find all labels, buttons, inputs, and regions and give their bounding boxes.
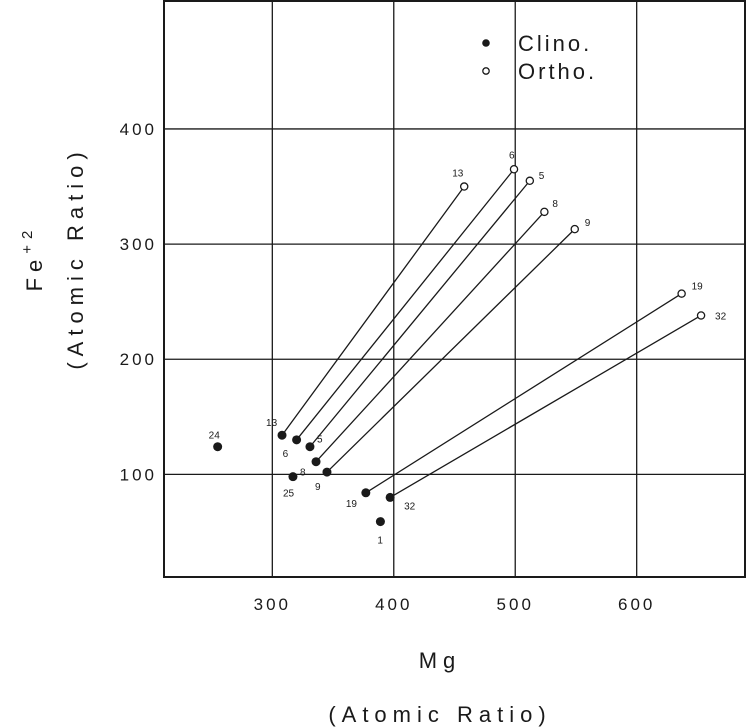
ortho-point-8 [540, 207, 549, 217]
clino-point-label: 5 [317, 435, 323, 446]
tie-line [365, 293, 682, 494]
ortho-point-19 [677, 289, 686, 298]
legend-marker-clino [482, 39, 490, 47]
y-axis-subtitle: (Atomic Ratio) [63, 146, 88, 369]
clino-point-label: 8 [300, 468, 306, 479]
legend-label: Clino. [518, 31, 592, 56]
tie-line [326, 228, 576, 473]
clino-point-13 [277, 430, 287, 440]
legend-label: Ortho. [518, 59, 597, 84]
x-axis-title: Mg [419, 648, 462, 673]
clino-point-8 [311, 457, 321, 467]
y-tick-label: 100 [120, 465, 157, 484]
clino-point-label: 13 [266, 418, 278, 429]
tie-line [296, 168, 515, 441]
data-points [213, 165, 706, 527]
ortho-point-32 [696, 311, 706, 320]
y-axis-title-sup: +2 [19, 225, 36, 254]
plot-frame [163, 0, 746, 578]
ortho-point-6 [509, 165, 519, 174]
clino-point-label: 25 [283, 489, 295, 500]
y-axis-title-group: Fe+2 [19, 225, 47, 292]
ortho-point-label: 19 [692, 282, 704, 293]
clino-point-24 [213, 442, 223, 452]
clino-point-5 [305, 442, 315, 452]
legend-marker-ortho [482, 67, 490, 75]
clino-point-6 [292, 435, 302, 445]
tie-line [281, 186, 465, 436]
y-axis-subtitle-group: (Atomic Ratio) [63, 146, 88, 369]
x-tick-label: 600 [618, 595, 655, 614]
ortho-point-label: 9 [585, 218, 591, 229]
y-axis-title: Fe+2 [19, 225, 47, 292]
y-axis-title-main: Fe [22, 254, 47, 292]
x-axis-subtitle: (Atomic Ratio) [328, 702, 551, 727]
clino-point-25 [288, 472, 298, 482]
y-tick-label: 300 [120, 235, 157, 254]
clino-point-label: 24 [209, 431, 221, 442]
ortho-point-label: 8 [552, 199, 558, 210]
clino-point-label: 19 [346, 499, 358, 510]
x-tick-label: 300 [254, 595, 291, 614]
clino-point-label: 9 [315, 482, 321, 493]
ortho-point-label: 5 [539, 171, 545, 182]
legend: Clino. Ortho. [482, 31, 597, 84]
clino-point-32 [385, 492, 395, 502]
clino-point-1 [375, 517, 385, 527]
grid [163, 0, 746, 578]
ortho-point-13 [459, 182, 469, 191]
clino-point-19 [361, 488, 371, 498]
ortho-point-5 [525, 176, 535, 186]
x-tick-label: 400 [375, 595, 412, 614]
tie-line [389, 314, 702, 498]
tick-labels: 300 400 500 600 100 200 300 400 [120, 120, 655, 614]
ortho-point-label: 6 [509, 150, 515, 161]
y-tick-label: 400 [120, 120, 157, 139]
clino-point-label: 32 [404, 501, 416, 512]
tie-line [315, 211, 545, 463]
clino-point-9 [322, 467, 332, 477]
ortho-point-label: 13 [452, 169, 464, 180]
clino-point-label: 6 [283, 449, 289, 460]
y-tick-label: 200 [120, 350, 157, 369]
clino-point-label: 1 [377, 536, 383, 547]
tie-lines [281, 168, 702, 498]
x-tick-label: 500 [497, 595, 534, 614]
tie-line [309, 180, 531, 448]
ortho-point-label: 32 [715, 311, 727, 322]
ortho-point-9 [570, 224, 579, 234]
